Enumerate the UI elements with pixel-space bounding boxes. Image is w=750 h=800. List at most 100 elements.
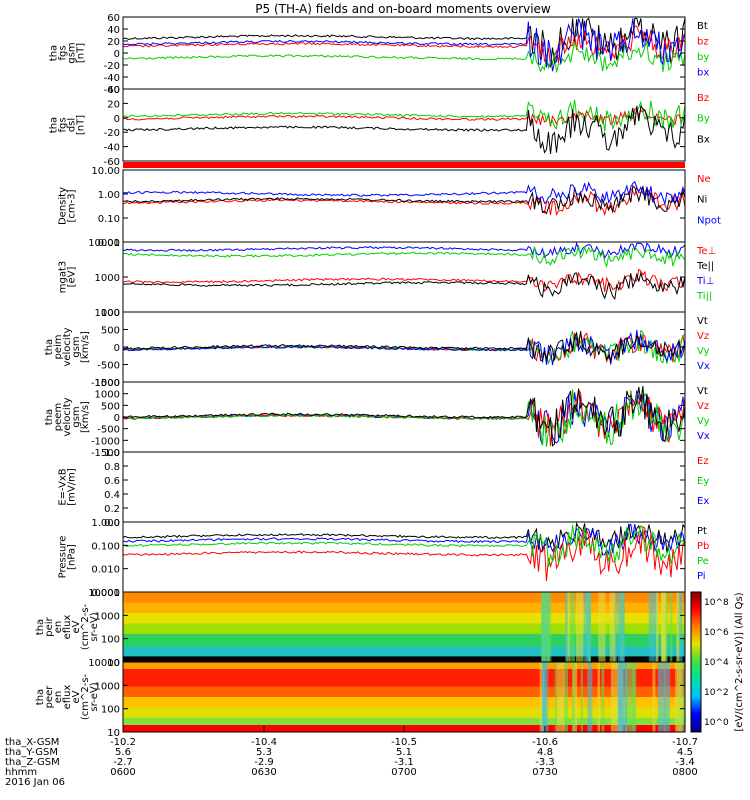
- spectrogram-burst: [625, 662, 631, 732]
- footer-row-label: tha_Y-GSM: [5, 747, 58, 758]
- y-axis-label: en: [53, 691, 64, 704]
- y-tick-label: 1000: [95, 611, 120, 622]
- series-line-by: [122, 40, 686, 73]
- y-tick-label: 0.100: [91, 541, 120, 552]
- spectrogram-burst: [610, 662, 617, 732]
- panel-8: 1.000 0.100 0.010 0.001 Pressure[nPa] Pt Pb Pe P…: [58, 518, 710, 599]
- legend-entry: Vy: [697, 416, 710, 427]
- panel-6: 150010005000-500-1000-1500thapeemvelocit…: [44, 378, 710, 459]
- spectrogram-burst: [587, 662, 593, 732]
- y-axis-label: tha: [44, 339, 55, 355]
- legend-entry: bz: [697, 37, 709, 48]
- series-line-Ne: [122, 185, 686, 217]
- series-line-Ni: [122, 185, 686, 215]
- y-tick-label: 1000: [95, 273, 120, 284]
- y-tick-label: 1.00: [98, 190, 120, 201]
- colorbar-tick-label: 10^6: [704, 628, 729, 638]
- y-tick-label: 0: [114, 114, 120, 125]
- series-line-Pt: [122, 521, 686, 553]
- legend-entry: Ti||: [696, 291, 712, 302]
- y-axis-label: tha: [35, 619, 46, 635]
- legend-entry: Te||: [696, 261, 714, 272]
- series-line-Te-perp: [122, 268, 686, 293]
- spectrogram-band: [123, 623, 685, 635]
- status-bar: [123, 162, 685, 168]
- legend-entry: Te⊥: [696, 246, 716, 257]
- spectrogram-burst: [664, 662, 671, 732]
- y-tick-label: 0: [114, 49, 120, 60]
- y-axis-label: peem: [53, 403, 64, 431]
- spectrogram-burst: [572, 662, 575, 732]
- y-tick-label: 0.4: [104, 490, 120, 501]
- spectrogram-burst: [622, 662, 628, 732]
- y-axis-label: E=-VxB: [58, 468, 69, 505]
- y-tick-label: 0.001: [91, 588, 120, 599]
- y-axis-label: velocity: [62, 397, 73, 436]
- footer-value: -3.3: [535, 757, 555, 768]
- y-axis-label: [eV]: [67, 267, 78, 288]
- legend-entry: By: [697, 114, 710, 125]
- legend-entry: Vt: [697, 386, 708, 397]
- footer-value: 0730: [532, 767, 557, 778]
- footer-value: -10.5: [391, 737, 417, 748]
- y-tick-label: -60: [104, 85, 120, 96]
- spectrogram-burst: [609, 592, 616, 662]
- footer-value: 0630: [251, 767, 276, 778]
- y-tick-label: 1000: [95, 308, 120, 319]
- series-line-Vx: [122, 330, 686, 366]
- y-axis-label: gsm: [71, 406, 82, 427]
- spectrogram-burst: [598, 592, 606, 662]
- spectrogram-burst: [565, 592, 568, 662]
- footer-value: -2.7: [113, 757, 133, 768]
- spectrogram-burst: [656, 592, 659, 662]
- legend-entry: Npot: [697, 215, 721, 226]
- y-tick-label: 40: [107, 85, 120, 96]
- legend-entry: bx: [697, 68, 709, 79]
- y-axis-label: (cm^2-s-: [80, 603, 91, 650]
- series-line-By: [122, 99, 686, 132]
- y-tick-label: 10000: [88, 238, 120, 249]
- panel-7: 1.0 0.8 0.6 0.4 0.2 0.0 E=-VxB[mV/m] Ez Ey Ex: [58, 448, 710, 529]
- spectrogram-burst: [569, 592, 575, 662]
- series-line-Vt: [122, 386, 686, 447]
- y-tick-label: -40: [104, 143, 120, 154]
- spectrogram-burst: [669, 592, 673, 662]
- spectrogram-band: [123, 669, 685, 687]
- legend-entry: Vt: [697, 316, 708, 327]
- y-axis-label: [km/s]: [80, 401, 91, 433]
- panel-frame: [122, 169, 686, 243]
- spectrogram-burst: [660, 592, 666, 662]
- footer-value: 0800: [672, 767, 697, 778]
- panel-frame: [122, 88, 686, 162]
- y-tick-label: -20: [104, 128, 120, 139]
- colorbar-scale: [690, 591, 702, 733]
- footer-value: 5.6: [115, 747, 131, 758]
- series-line-Pi: [122, 523, 686, 556]
- y-axis-label: eflux: [62, 615, 73, 640]
- y-axis-label: mgat3: [58, 261, 69, 294]
- y-axis-label: [nT]: [76, 115, 87, 135]
- legend-entry: Vx: [697, 431, 710, 442]
- footer-value: 4.8: [537, 747, 553, 758]
- y-axis-label: peim: [53, 334, 64, 359]
- y-tick-label: 100: [101, 308, 120, 319]
- y-axis-label: [nPa]: [67, 544, 78, 570]
- spectrogram-burst: [648, 592, 653, 662]
- spectrogram-burst: [556, 662, 565, 732]
- y-tick-label: -500: [97, 425, 120, 436]
- spectrogram-burst: [652, 662, 656, 732]
- y-tick-label: 10.00: [91, 166, 120, 177]
- y-axis-label: sr-eV): [89, 682, 100, 711]
- legend-entry: by: [697, 52, 709, 63]
- y-axis-label: fgs: [58, 45, 69, 60]
- y-tick-label: -500: [97, 361, 120, 372]
- footer-value: 0600: [110, 767, 135, 778]
- y-tick-label: 60: [107, 13, 120, 24]
- spectrogram-band: [123, 656, 685, 663]
- series-line-Pb: [122, 526, 686, 582]
- y-tick-label: -1500: [91, 448, 120, 459]
- footer-value: -2.9: [254, 757, 274, 768]
- spectrogram-burst: [617, 592, 625, 662]
